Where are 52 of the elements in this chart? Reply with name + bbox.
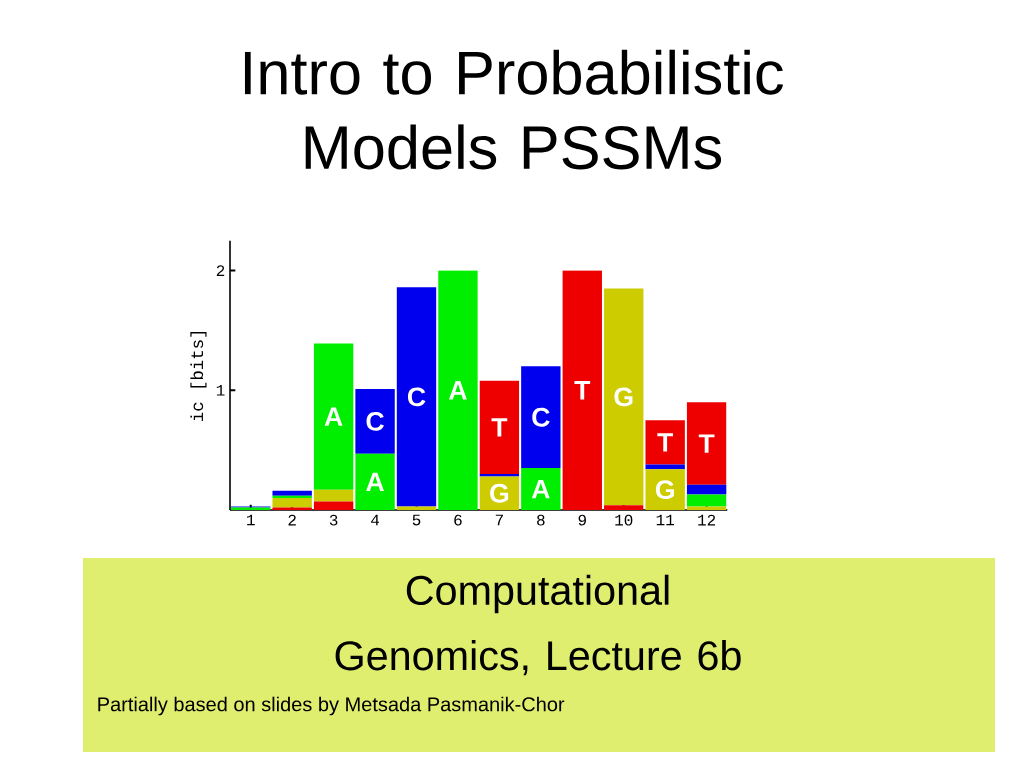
x-tick-label: 12 <box>698 514 716 526</box>
bar <box>521 468 561 510</box>
text: A <box>531 479 550 499</box>
text: T <box>491 418 508 437</box>
bar <box>313 489 354 502</box>
bar <box>562 270 602 510</box>
series-label: A <box>366 472 384 492</box>
y-axis-title: ic [bits] <box>190 332 207 421</box>
bar <box>272 498 312 508</box>
bar <box>645 420 685 465</box>
bar <box>396 287 437 507</box>
bar <box>604 288 644 506</box>
text: C <box>532 407 550 427</box>
x-tick-label: 6 <box>454 514 462 526</box>
bar <box>479 380 520 475</box>
bar <box>686 484 727 495</box>
x-tick-label: 5 <box>412 514 421 526</box>
chart-title: Intro to Probabilistic Models PSSMs <box>244 49 783 170</box>
bar <box>313 501 354 510</box>
x-tick-label: 11 <box>656 514 674 526</box>
bar <box>396 506 437 510</box>
x-tick-label: 1 <box>247 514 255 526</box>
bar <box>272 490 312 496</box>
text: T <box>657 433 674 452</box>
bar <box>355 453 395 510</box>
x-tick-label: 10 <box>615 514 633 526</box>
text: A <box>324 407 343 426</box>
text: Partially based on slides by Metsada Pasmanik-Chor <box>98 696 565 716</box>
x-tick-label: 8 <box>537 514 545 526</box>
text: T <box>574 381 591 400</box>
bar <box>604 505 644 510</box>
series-label: C <box>407 387 426 407</box>
bar <box>645 469 685 510</box>
series-label: G <box>490 483 509 503</box>
text: G <box>614 387 633 407</box>
x-tick-label: 2 <box>288 514 296 526</box>
series-label: T <box>698 434 715 453</box>
x-tick-label: 7 <box>495 514 503 526</box>
text: G <box>655 480 674 500</box>
text: A <box>448 381 467 400</box>
x-tick-label: 3 <box>329 514 338 526</box>
text: Computational Genomics, Lecture 6b <box>335 574 741 676</box>
x-tick-label: 9 <box>578 514 586 526</box>
text: C <box>366 411 384 431</box>
bar <box>686 494 727 507</box>
bar <box>521 366 561 469</box>
bar <box>438 270 478 510</box>
bar <box>313 343 354 490</box>
bar <box>686 506 727 510</box>
bar <box>686 402 727 485</box>
bar <box>355 389 395 454</box>
x-tick-label: 4 <box>371 514 380 526</box>
